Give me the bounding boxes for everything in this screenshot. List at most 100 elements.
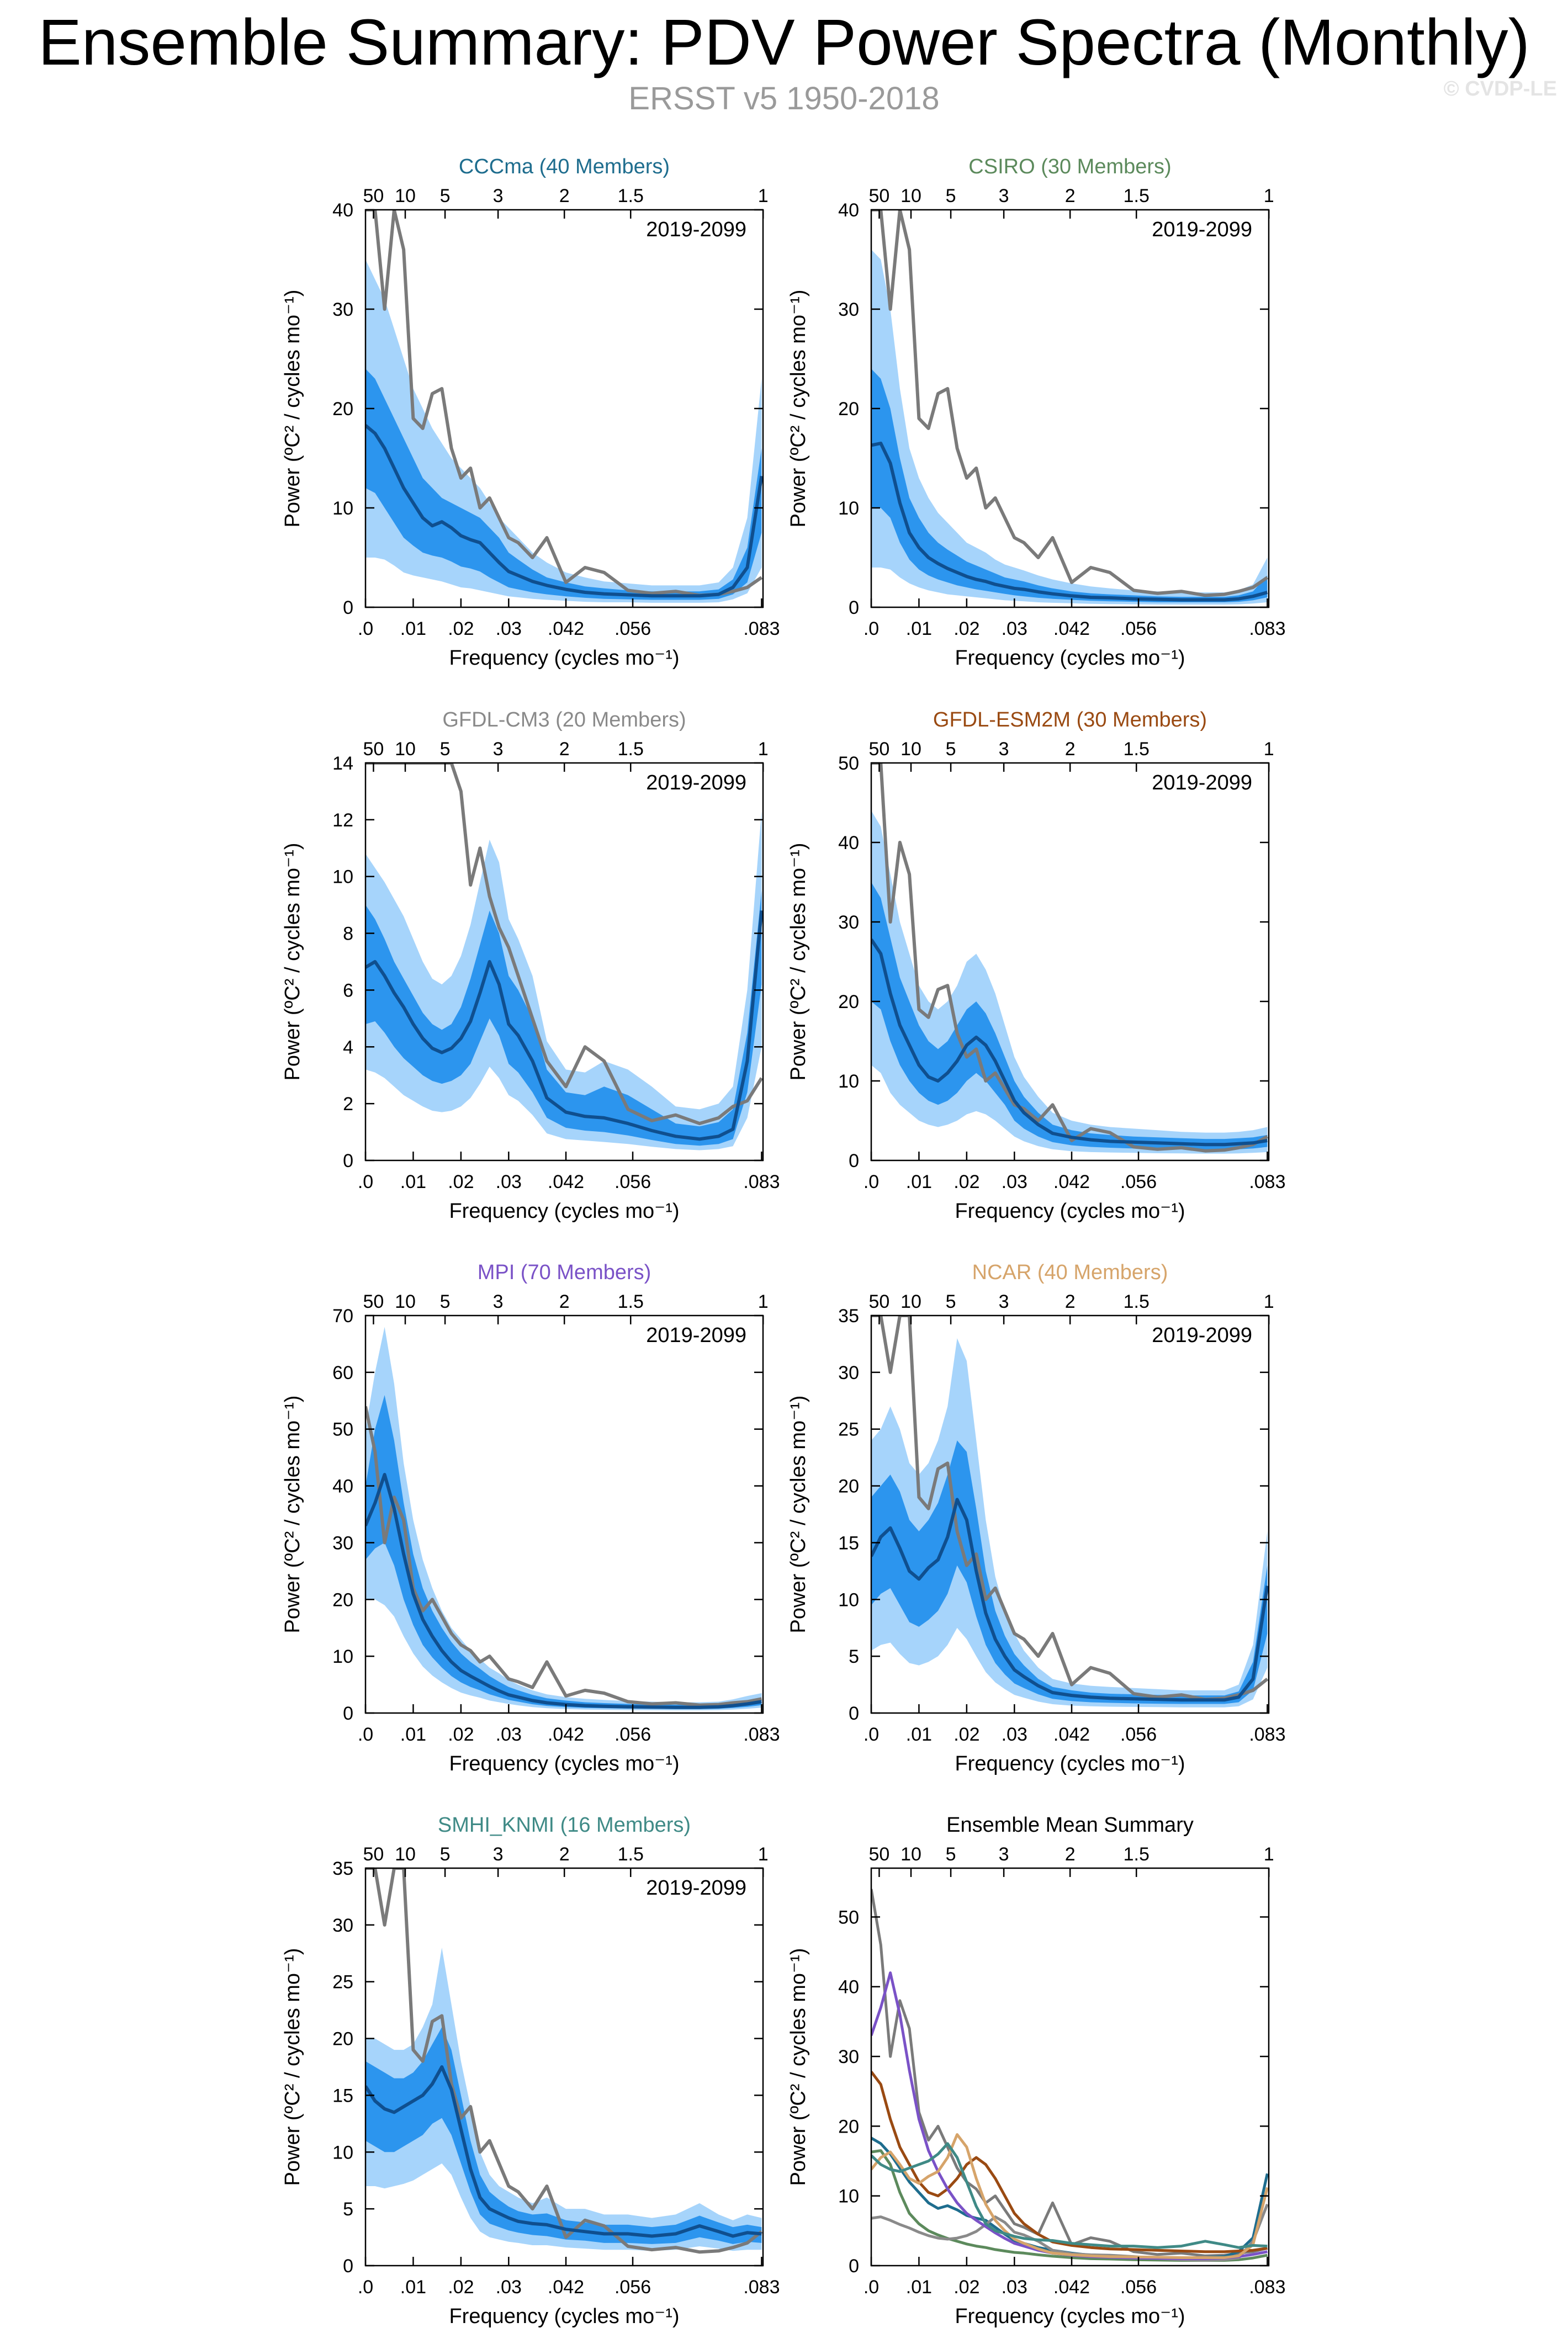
band-p10-p90 (365, 1327, 762, 1711)
panel-title: MPI (70 Members) (478, 1261, 651, 1284)
y-tick-label: 20 (838, 399, 859, 420)
x-axis-label: Frequency (cycles mo⁻¹) (449, 646, 679, 670)
plot-area (871, 1316, 1269, 1708)
top-tick-label: 2 (1065, 185, 1076, 206)
period-label: 2019-2099 (1152, 1324, 1252, 1347)
top-tick-label: 5 (440, 1844, 451, 1865)
y-tick-label: 0 (849, 2256, 859, 2277)
top-tick-label: 2 (559, 1291, 570, 1312)
top-tick-label: 50 (363, 185, 384, 206)
band-p25-p75 (871, 1440, 1268, 1704)
x-tick-label: .042 (1053, 1171, 1090, 1192)
y-tick-label: 14 (332, 753, 353, 774)
top-tick-label: 10 (900, 185, 921, 206)
x-tick-label: .02 (953, 618, 979, 639)
y-tick-label: 5 (849, 1646, 859, 1667)
x-tick-label: .02 (448, 2277, 474, 2298)
top-tick-label: 3 (999, 739, 1009, 760)
x-tick-label: .056 (615, 618, 651, 639)
x-tick-label: .03 (1002, 1724, 1027, 1745)
y-tick-label: 60 (332, 1362, 353, 1383)
top-tick-label: 1.5 (1124, 185, 1149, 206)
y-tick-label: 40 (838, 200, 859, 221)
panel-title: GFDL-CM3 (20 Members) (442, 708, 686, 731)
period-label: 2019-2099 (646, 1324, 746, 1347)
credit-watermark: © CVDP-LE (1443, 77, 1557, 100)
y-tick-label: 40 (332, 1476, 353, 1497)
period-label: 2019-2099 (1152, 218, 1252, 241)
series-line-gfdl-esm2m (871, 2071, 1268, 2253)
panel-title: GFDL-ESM2M (30 Members) (933, 708, 1207, 731)
top-tick-label: 1 (1264, 185, 1274, 206)
x-tick-label: .056 (615, 2277, 651, 2298)
x-tick-label: .056 (1120, 2277, 1157, 2298)
panel-title: SMHI_KNMI (16 Members) (438, 1814, 691, 1837)
x-tick-label: .042 (548, 1171, 584, 1192)
observed-line (871, 763, 1268, 1153)
y-tick-label: 0 (343, 1703, 353, 1724)
plot-area (365, 763, 763, 1150)
x-tick-label: .056 (1120, 1724, 1157, 1745)
top-tick-label: 5 (946, 1291, 956, 1312)
y-tick-label: 40 (838, 1977, 859, 1998)
y-tick-label: 20 (838, 2116, 859, 2137)
x-tick-label: .03 (496, 2277, 522, 2298)
y-tick-label: 0 (343, 1150, 353, 1171)
top-tick-label: 5 (440, 1291, 451, 1312)
x-tick-label: .042 (548, 1724, 584, 1745)
top-tick-label: 10 (900, 1291, 921, 1312)
x-axis-label: Frequency (cycles mo⁻¹) (449, 2305, 679, 2328)
ensemble-mean-line (871, 442, 1268, 602)
y-axis-label: Power (ºC² / cycles mo⁻¹) (281, 290, 304, 528)
y-tick-label: 0 (849, 1703, 859, 1724)
y-tick-label: 30 (838, 912, 859, 933)
x-tick-label: .01 (400, 618, 426, 639)
ensemble-mean-line (365, 424, 763, 598)
y-tick-label: 5 (343, 2199, 353, 2220)
band-p25-p75 (365, 890, 762, 1146)
top-tick-label: 2 (1065, 1844, 1076, 1865)
top-tick-label: 10 (395, 1844, 416, 1865)
y-tick-label: 30 (332, 1915, 353, 1936)
y-axis-label: Power (ºC² / cycles mo⁻¹) (787, 1948, 810, 2186)
top-tick-label: 1.5 (618, 185, 644, 206)
y-tick-label: 10 (838, 1589, 859, 1610)
x-tick-label: .0 (358, 2277, 373, 2298)
top-tick-label: 5 (946, 739, 956, 760)
y-tick-label: 20 (838, 991, 859, 1012)
top-tick-label: 50 (869, 1844, 890, 1865)
top-tick-label: 2 (559, 185, 570, 206)
x-tick-label: .056 (615, 1171, 651, 1192)
top-tick-label: 1 (1264, 739, 1274, 760)
y-tick-label: 20 (332, 1589, 353, 1610)
y-tick-label: 35 (838, 1306, 859, 1327)
y-tick-label: 25 (838, 1419, 859, 1440)
panel-title: CSIRO (30 Members) (968, 155, 1171, 178)
x-tick-label: .01 (906, 618, 932, 639)
y-axis-label: Power (ºC² / cycles mo⁻¹) (787, 290, 810, 528)
observed-line (365, 1868, 763, 2254)
observed-line (871, 1316, 1269, 1701)
y-tick-label: 40 (332, 200, 353, 221)
y-tick-label: 20 (838, 1476, 859, 1497)
top-tick-label: 1.5 (1124, 739, 1149, 760)
top-tick-label: 2 (1065, 1291, 1076, 1312)
x-tick-label: .01 (906, 1724, 932, 1745)
period-label: 2019-2099 (1152, 771, 1252, 794)
top-tick-label: 3 (999, 1291, 1009, 1312)
period-label: 2019-2099 (646, 1876, 746, 1900)
top-tick-label: 2 (559, 739, 570, 760)
x-tick-label: .0 (358, 1724, 373, 1745)
y-axis-label: Power (ºC² / cycles mo⁻¹) (281, 1948, 304, 2186)
y-tick-label: 10 (332, 498, 353, 519)
y-tick-label: 10 (838, 1071, 859, 1092)
plot-area (871, 1889, 1269, 2262)
top-tick-label: 5 (946, 185, 956, 206)
top-tick-label: 5 (440, 185, 451, 206)
x-tick-label: .02 (448, 1171, 474, 1192)
x-tick-label: .0 (864, 2277, 879, 2298)
band-p25-p75 (871, 369, 1268, 602)
plot-area (365, 1868, 763, 2254)
y-tick-label: 25 (332, 1972, 353, 1993)
